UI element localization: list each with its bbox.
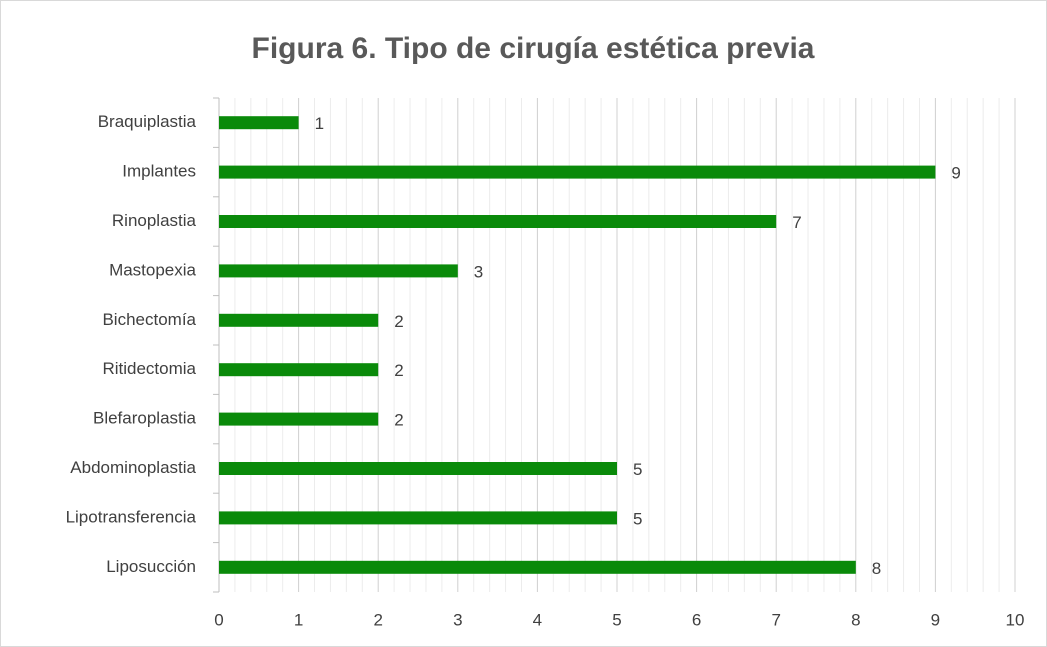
bar [219,462,617,475]
bar [219,165,936,179]
bar [219,264,458,278]
y-tick-label: Liposucción [106,557,196,576]
data-label: 9 [951,164,960,183]
bar [219,511,617,525]
y-tick-label: Blefaroplastia [93,409,197,428]
x-tick-label: 9 [931,610,940,629]
y-tick-label: Bichectomía [102,310,196,329]
bar [219,560,856,574]
x-tick-label: 4 [533,610,542,629]
x-tick-label: 6 [692,610,701,629]
data-label: 7 [792,213,801,232]
y-tick-label: Lipotransferencia [66,507,197,526]
x-tick-label: 2 [373,610,382,629]
x-tick-label: 7 [771,610,780,629]
x-tick-label: 10 [1006,610,1025,629]
x-tick-label: 1 [294,610,303,629]
data-label: 2 [394,411,403,430]
chart-title: Figura 6. Tipo de cirugía estética previ… [252,32,815,65]
data-label: 2 [394,361,403,380]
y-tick-label: Ritidectomia [102,359,196,378]
data-label: 5 [633,460,642,479]
bar [219,116,299,130]
y-tick-label: Braquiplastia [98,112,197,131]
x-tick-label: 8 [851,610,860,629]
y-tick-label: Implantes [122,162,196,181]
y-tick-label: Rinoplastia [112,211,197,230]
data-label: 3 [474,262,483,281]
bar [219,313,379,327]
bar [219,412,379,426]
data-label: 1 [315,114,324,133]
y-tick-label: Abdominoplastia [70,458,196,477]
x-tick-label: 3 [453,610,462,629]
data-label: 5 [633,509,642,528]
x-tick-label: 0 [214,610,223,629]
x-tick-label: 5 [612,610,621,629]
data-label: 2 [394,312,403,331]
y-tick-label: Mastopexia [109,260,196,279]
bar [219,215,777,228]
bar [219,363,379,377]
data-label: 8 [872,559,881,578]
